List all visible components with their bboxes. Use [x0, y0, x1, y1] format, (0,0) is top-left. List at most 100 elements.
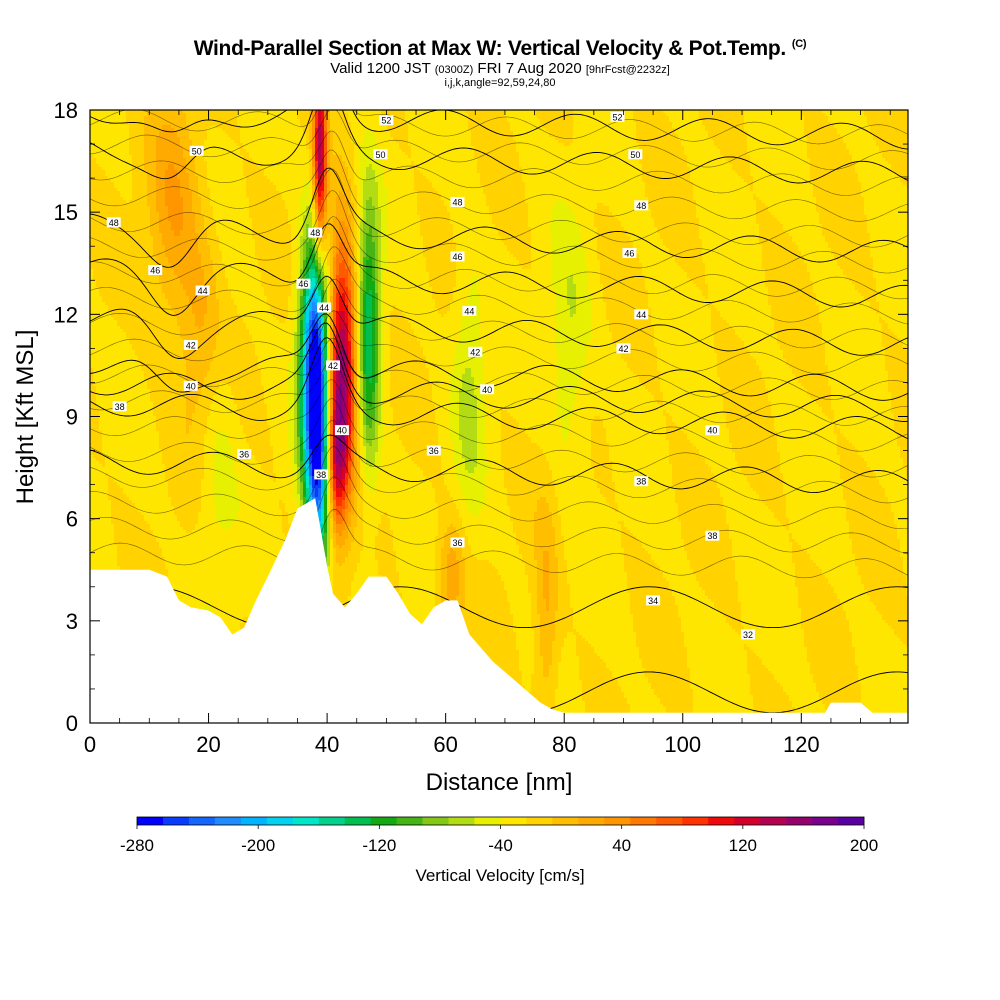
isentrope-minor	[90, 110, 908, 145]
isentrope-minor	[90, 476, 908, 555]
colorbar-swatch	[318, 817, 346, 825]
isentrope-34	[90, 586, 908, 629]
contour-label-bg	[237, 448, 252, 459]
valid-prefix: Valid 1200 JST	[330, 60, 430, 77]
contour-label-bg	[317, 302, 332, 313]
colorbar-swatch	[163, 817, 190, 825]
isentrope-minor	[90, 360, 908, 426]
isentrope-minor	[90, 508, 908, 579]
valid-utc: (0300Z)	[435, 64, 474, 76]
contour-label-text: 38	[707, 531, 717, 541]
colorbar-swatch	[344, 817, 371, 825]
y-tick-label: 3	[66, 609, 78, 634]
colorbar-swatch	[474, 817, 501, 825]
colorbar-swatch	[500, 817, 527, 825]
contour-label-text: 40	[482, 385, 492, 395]
contour-label-text: 52	[613, 112, 623, 122]
isentrope-minor	[90, 337, 908, 400]
colorbar-tick-label: 40	[612, 836, 631, 855]
contour-label: 36	[450, 537, 465, 548]
colorbar-swatch	[734, 817, 761, 825]
colorbar-swatch	[604, 817, 631, 825]
contour-label-bg	[646, 595, 661, 606]
contour-label: 52	[379, 115, 394, 126]
contour-label-text: 44	[319, 303, 329, 313]
contour-label-text: 48	[452, 197, 462, 207]
contour-label-bg	[480, 384, 495, 395]
x-axis-label: Distance [nm]	[426, 769, 573, 796]
contour-label: 50	[189, 145, 204, 156]
forecast-info: [9hrFcst@2232z]	[586, 64, 670, 76]
colorbar-swatch	[137, 817, 164, 825]
contour-label-bg	[195, 285, 210, 296]
contour-label-bg	[468, 346, 483, 357]
contour-label-bg	[326, 360, 341, 371]
colorbar-swatch	[786, 817, 813, 825]
contour-label-text: 44	[636, 310, 646, 320]
x-tick-label: 100	[664, 732, 701, 757]
contour-label-text: 52	[381, 116, 391, 126]
colorbar-swatch	[656, 817, 683, 825]
terrain-surface	[90, 498, 908, 723]
contour-label: 42	[616, 343, 631, 354]
contour-label-text: 48	[310, 228, 320, 238]
y-axis-label: Height [Kft MSL]	[12, 330, 39, 505]
contour-label-text: 42	[186, 340, 196, 350]
y-tick-label: 0	[66, 711, 78, 736]
isentrope-44	[90, 275, 908, 359]
contour-label-text: 38	[115, 402, 125, 412]
contour-label-bg	[296, 278, 311, 289]
valid-date: FRI 7 Aug 2020	[477, 60, 581, 77]
contour-label-text: 40	[707, 426, 717, 436]
contour-label: 42	[468, 346, 483, 357]
colorbar-tick-label: -200	[241, 836, 275, 855]
contour-label: 36	[426, 445, 441, 456]
isentrope-minor	[90, 379, 908, 452]
isentrope-minor	[90, 190, 908, 274]
colorbar-swatch	[266, 817, 294, 825]
contour-label-text: 42	[618, 344, 628, 354]
contour-label-bg	[740, 629, 755, 640]
title-mark: (C)	[792, 38, 807, 50]
colorbar-swatch	[396, 817, 423, 825]
contour-label: 38	[634, 476, 649, 487]
isentrope-minor	[90, 110, 908, 171]
colorbar-swatch	[708, 817, 735, 825]
contour-label: 38	[705, 530, 720, 541]
contour-label: 42	[326, 360, 341, 371]
colorbar-swatch	[630, 817, 657, 825]
contour-label-bg	[622, 248, 637, 259]
x-tick-label: 120	[783, 732, 820, 757]
isentrope-46	[90, 223, 908, 316]
isentrope-minor	[90, 246, 908, 325]
contour-label: 46	[296, 278, 311, 289]
isentrope-minor	[90, 216, 908, 300]
contour-label: 34	[646, 595, 661, 606]
isentrope-minor	[90, 419, 908, 504]
grid-params: i,j,k,angle=92,59,24,80	[0, 77, 1000, 89]
contour-label-text: 48	[636, 201, 646, 211]
colorbar-swatch	[188, 817, 216, 825]
colorbar-swatch	[240, 817, 268, 825]
y-tick-label: 9	[66, 405, 78, 430]
colorbar-swatch	[448, 817, 475, 825]
contour-label-bg	[112, 401, 127, 412]
isentrope-minor	[90, 446, 908, 529]
contour-label: 40	[334, 425, 349, 436]
contour-label: 38	[112, 401, 127, 412]
y-tick-label: 12	[54, 302, 78, 327]
contour-label: 46	[450, 251, 465, 262]
colorbar-swatch	[578, 817, 605, 825]
x-tick-label: 0	[84, 732, 96, 757]
contour-label-bg	[634, 476, 649, 487]
contour-label: 44	[462, 305, 477, 316]
contour-label-text: 42	[328, 361, 338, 371]
isentrope-minor	[90, 168, 908, 248]
isentrope-48	[90, 167, 908, 268]
isentrope-52	[90, 110, 908, 150]
contour-label-text: 36	[452, 538, 462, 548]
isentrope-42	[90, 313, 908, 401]
contour-label-bg	[450, 537, 465, 548]
